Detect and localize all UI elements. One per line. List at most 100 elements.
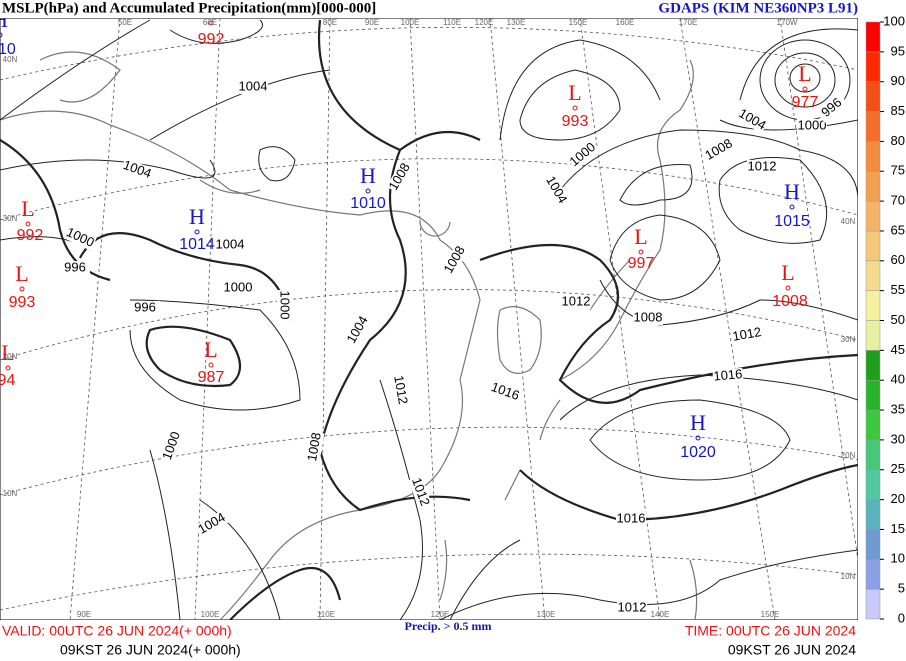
colorbar-label: 60 — [891, 252, 905, 267]
colorbar-swatch — [865, 439, 881, 470]
isobar-label-bg — [390, 374, 410, 406]
graticule — [0, 18, 858, 620]
colorbar-label: 80 — [891, 133, 905, 148]
colorbar-swatch — [865, 588, 881, 620]
center-value: 987 — [198, 369, 225, 386]
isobar-label-bg — [616, 512, 646, 526]
grid-label: 100E — [401, 18, 420, 27]
isobar-label: 1012 — [391, 374, 411, 405]
grid-label: 10N — [3, 489, 18, 498]
grid-label: 130E — [507, 18, 526, 27]
isobar-label-bg — [816, 92, 848, 124]
grid-label: 130E — [537, 610, 556, 619]
colorbar-label: 25 — [891, 461, 905, 476]
center-value: 994 — [0, 372, 15, 389]
center-dot — [695, 435, 701, 441]
valid-kst: 09KST 26 JUN 2024(+ 000h) — [60, 642, 241, 658]
grid-label: 50E — [118, 18, 132, 27]
grid-label: 80E — [323, 18, 337, 27]
colorbar-label: 5 — [898, 581, 905, 596]
colorbar-swatch — [865, 111, 881, 142]
isobar-label: 1000 — [798, 117, 827, 132]
center-dot — [194, 229, 200, 235]
center-letter: L — [204, 0, 217, 20]
colorbar-swatch — [865, 200, 881, 232]
isobar-label: 996 — [64, 259, 86, 274]
grid-label: 40N — [841, 217, 856, 226]
center-value: 1010 — [350, 195, 386, 212]
center-letter: H — [189, 204, 205, 229]
isobar-label-bg — [702, 136, 736, 164]
colorbar-label: 20 — [891, 491, 905, 506]
isobar-label: 1012 — [731, 324, 762, 344]
isobar-label-bg — [567, 139, 599, 171]
center-dot — [638, 249, 644, 255]
coastlines — [0, 51, 698, 620]
colorbar-label: 95 — [891, 43, 905, 58]
center-value: 992 — [17, 227, 44, 244]
isobar-label: 1008 — [304, 431, 324, 462]
center-dot — [208, 20, 214, 26]
isobar-label: 1012 — [748, 158, 777, 173]
valid-utc: VALID: 00UTC 26 JUN 2024(+ 000h) — [2, 623, 232, 639]
grid-label: 40N — [3, 55, 18, 64]
colorbar-label: 55 — [891, 282, 905, 297]
center-dot — [0, 32, 3, 38]
isobar-label-bg — [747, 160, 777, 174]
center-value: 1020 — [680, 444, 716, 461]
isobar-label: 1000 — [278, 291, 293, 320]
grid-label: 120E — [431, 610, 450, 619]
center-dot — [5, 365, 11, 371]
center-value: 997 — [628, 255, 655, 272]
grid-label: 100E — [201, 610, 220, 619]
colorbar-swatch — [865, 350, 881, 381]
isobar-label: 1012 — [562, 293, 591, 308]
colorbar-label: 75 — [891, 163, 905, 178]
colorbar-swatch — [865, 320, 881, 351]
isobar-label-bg — [441, 243, 469, 277]
center-value: 1014 — [179, 236, 215, 253]
isobar-label-bg — [63, 225, 97, 251]
isobar-label-bg — [195, 510, 229, 538]
grid-label: 110E — [317, 610, 335, 619]
center-value: 993 — [9, 294, 36, 311]
center-dot — [19, 286, 25, 292]
isobar-label-bg — [542, 173, 570, 207]
center-value: 977 — [792, 94, 819, 111]
colorbar-swatch — [865, 290, 881, 321]
isobar-label: 1000 — [224, 279, 253, 294]
colorbar-label: 65 — [891, 222, 905, 237]
center-letter: H — [784, 179, 800, 204]
colorbar-label: 85 — [891, 103, 905, 118]
isobar-label-bg — [120, 158, 154, 182]
colorbar: 0 5 10 15 20 25 30 35 40 45 50 55 60 65 70 75 80 85 90 95 10… — [865, 13, 905, 625]
grid-label: 60E — [203, 18, 217, 27]
isobar-label-bg — [130, 301, 160, 315]
grid-label: 160E — [616, 18, 635, 27]
center-letter: L — [568, 80, 581, 105]
colorbar-swatch — [865, 529, 881, 560]
grid-label: 90E — [77, 610, 91, 619]
colorbar-label: 40 — [891, 372, 905, 387]
isobar-label-bg — [408, 475, 432, 509]
isobar-label: 1012 — [618, 599, 647, 614]
center-value: 1010 — [0, 41, 16, 58]
isobar-label-bg — [633, 311, 663, 325]
isobar-label-bg — [160, 429, 184, 463]
isobar-label-bg — [215, 238, 245, 252]
isobar-label: 1008 — [634, 309, 663, 324]
colorbar-swatch — [865, 499, 881, 530]
colorbar-swatch — [865, 230, 881, 262]
center-letter: H — [690, 410, 706, 435]
colorbar-label: 50 — [891, 312, 905, 327]
grid-label: 30N — [841, 335, 856, 344]
isobar-label: 1004 — [216, 236, 245, 251]
center-dot — [789, 204, 795, 210]
center-value: 992 — [198, 31, 225, 48]
grid-label: 30N — [3, 214, 18, 223]
grid-label: 110E — [443, 18, 461, 27]
isobar-label-bg — [731, 325, 763, 345]
colorbar-swatch — [865, 81, 881, 112]
